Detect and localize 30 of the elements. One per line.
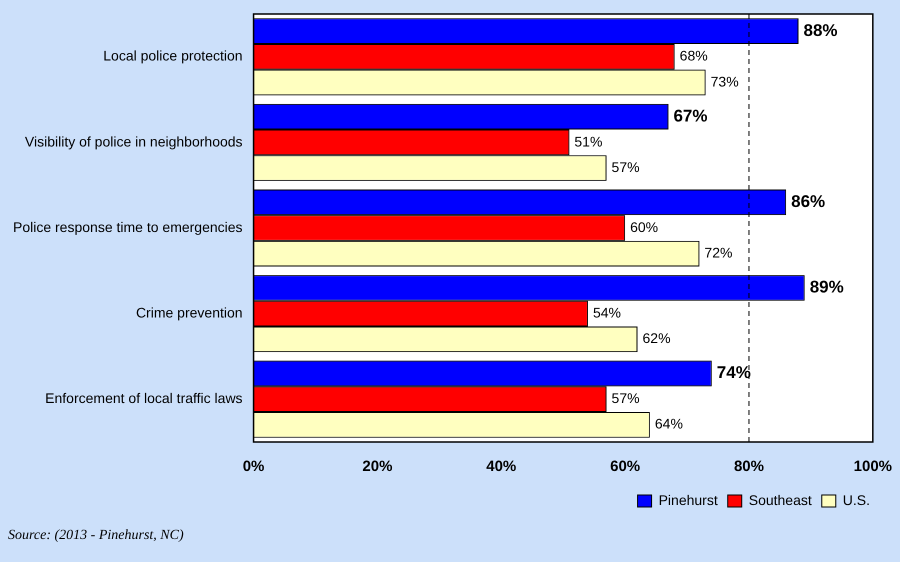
legend-label: Southeast bbox=[748, 492, 812, 508]
data-label: 57% bbox=[612, 390, 640, 406]
x-tick-label: 60% bbox=[610, 458, 640, 476]
data-label: 67% bbox=[673, 106, 708, 126]
data-label: 54% bbox=[592, 304, 621, 320]
legend-label: U.S. bbox=[842, 492, 870, 508]
y-tick-label: Visibility of police in neighborhoods bbox=[24, 133, 243, 150]
x-tick-label: 20% bbox=[362, 458, 392, 476]
data-label: 64% bbox=[654, 416, 683, 432]
y-tick-label: Police response time to emergencies bbox=[12, 218, 243, 235]
x-tick-label: 0% bbox=[242, 458, 264, 476]
data-label: 68% bbox=[680, 48, 708, 64]
x-tick-label: 80% bbox=[734, 458, 764, 476]
y-tick-label: Local police protection bbox=[103, 48, 243, 64]
data-label: 89% bbox=[810, 278, 844, 297]
legend-label: Pinehurst bbox=[658, 492, 718, 508]
x-tick-label: 40% bbox=[486, 458, 516, 476]
data-label: 86% bbox=[791, 192, 826, 212]
x-tick-label: 100% bbox=[854, 458, 892, 476]
data-label: 60% bbox=[630, 218, 658, 235]
y-tick-label: Enforcement of local traffic laws bbox=[45, 390, 243, 406]
data-label: 62% bbox=[642, 330, 671, 346]
source-note: Source: (2013 - Pinehurst, NC) bbox=[8, 528, 184, 544]
data-label: 74% bbox=[716, 363, 751, 382]
data-label: 57% bbox=[612, 158, 640, 175]
data-label: 73% bbox=[710, 73, 739, 90]
data-label: 88% bbox=[804, 20, 838, 40]
data-label: 51% bbox=[574, 133, 602, 150]
y-tick-label: Crime prevention bbox=[136, 304, 243, 320]
data-label: 72% bbox=[704, 244, 732, 261]
